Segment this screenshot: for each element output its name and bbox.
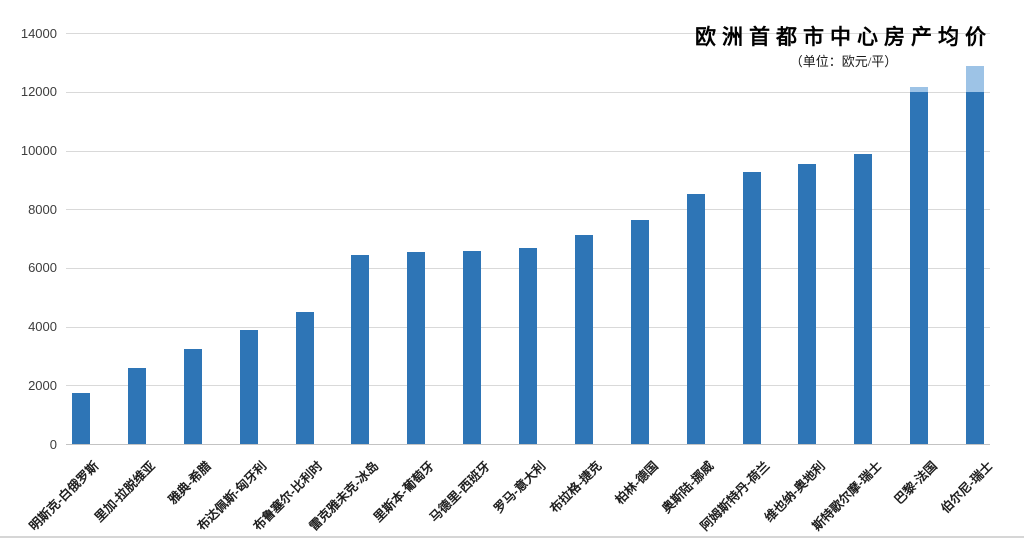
y-axis-tick-label: 12000 [20,84,57,100]
gridline [66,209,990,211]
bar [407,252,426,445]
bar-highlight-cap [910,86,929,93]
gridline [66,444,990,445]
y-axis-tick-label: 0 [49,436,57,452]
gridline [66,91,990,93]
x-axis-category-label: 罗马-意大利 [491,458,549,516]
bar [798,164,817,445]
bar-highlight-cap [966,66,984,93]
bar [519,247,537,445]
y-axis-tick-label: 14000 [20,25,57,41]
chart-title: 欧洲首都市中心房产均价 [695,25,992,49]
bar [127,368,146,445]
bar [742,171,761,445]
bar [966,92,984,445]
y-axis-tick-label: 10000 [20,143,57,159]
y-axis-tick-label: 8000 [28,201,57,217]
bar [463,250,482,445]
x-axis-category-label: 布拉格-捷克 [547,458,605,516]
y-axis-tick-label: 4000 [28,319,57,335]
y-axis-tick-label: 2000 [28,377,57,393]
x-axis-category-label: 雅典-希腊 [165,458,214,508]
bar [295,312,314,445]
x-axis-category-label: 柏林-德国 [612,458,661,508]
chart-subtitle: （单位：欧元/平） [789,54,898,70]
chart-header: 欧洲首都市中心房产均价 （单位：欧元/平） [695,25,992,70]
bar [351,255,370,445]
bar [686,193,705,445]
bar [183,349,202,445]
x-axis-category-label: 巴黎-法国 [891,458,940,508]
gridline [66,33,990,35]
bar [854,154,873,445]
bar [239,330,258,445]
bar [630,220,649,445]
gridline [66,150,990,152]
bar [574,234,593,445]
bar [910,92,929,445]
page-bottom-border [0,536,1024,538]
x-axis-category-label: 明斯克-白俄罗斯 [27,458,102,534]
bar [72,393,90,445]
x-axis-category-label: 伯尔尼-瑞士 [938,458,996,516]
y-axis-tick-label: 6000 [28,260,57,276]
